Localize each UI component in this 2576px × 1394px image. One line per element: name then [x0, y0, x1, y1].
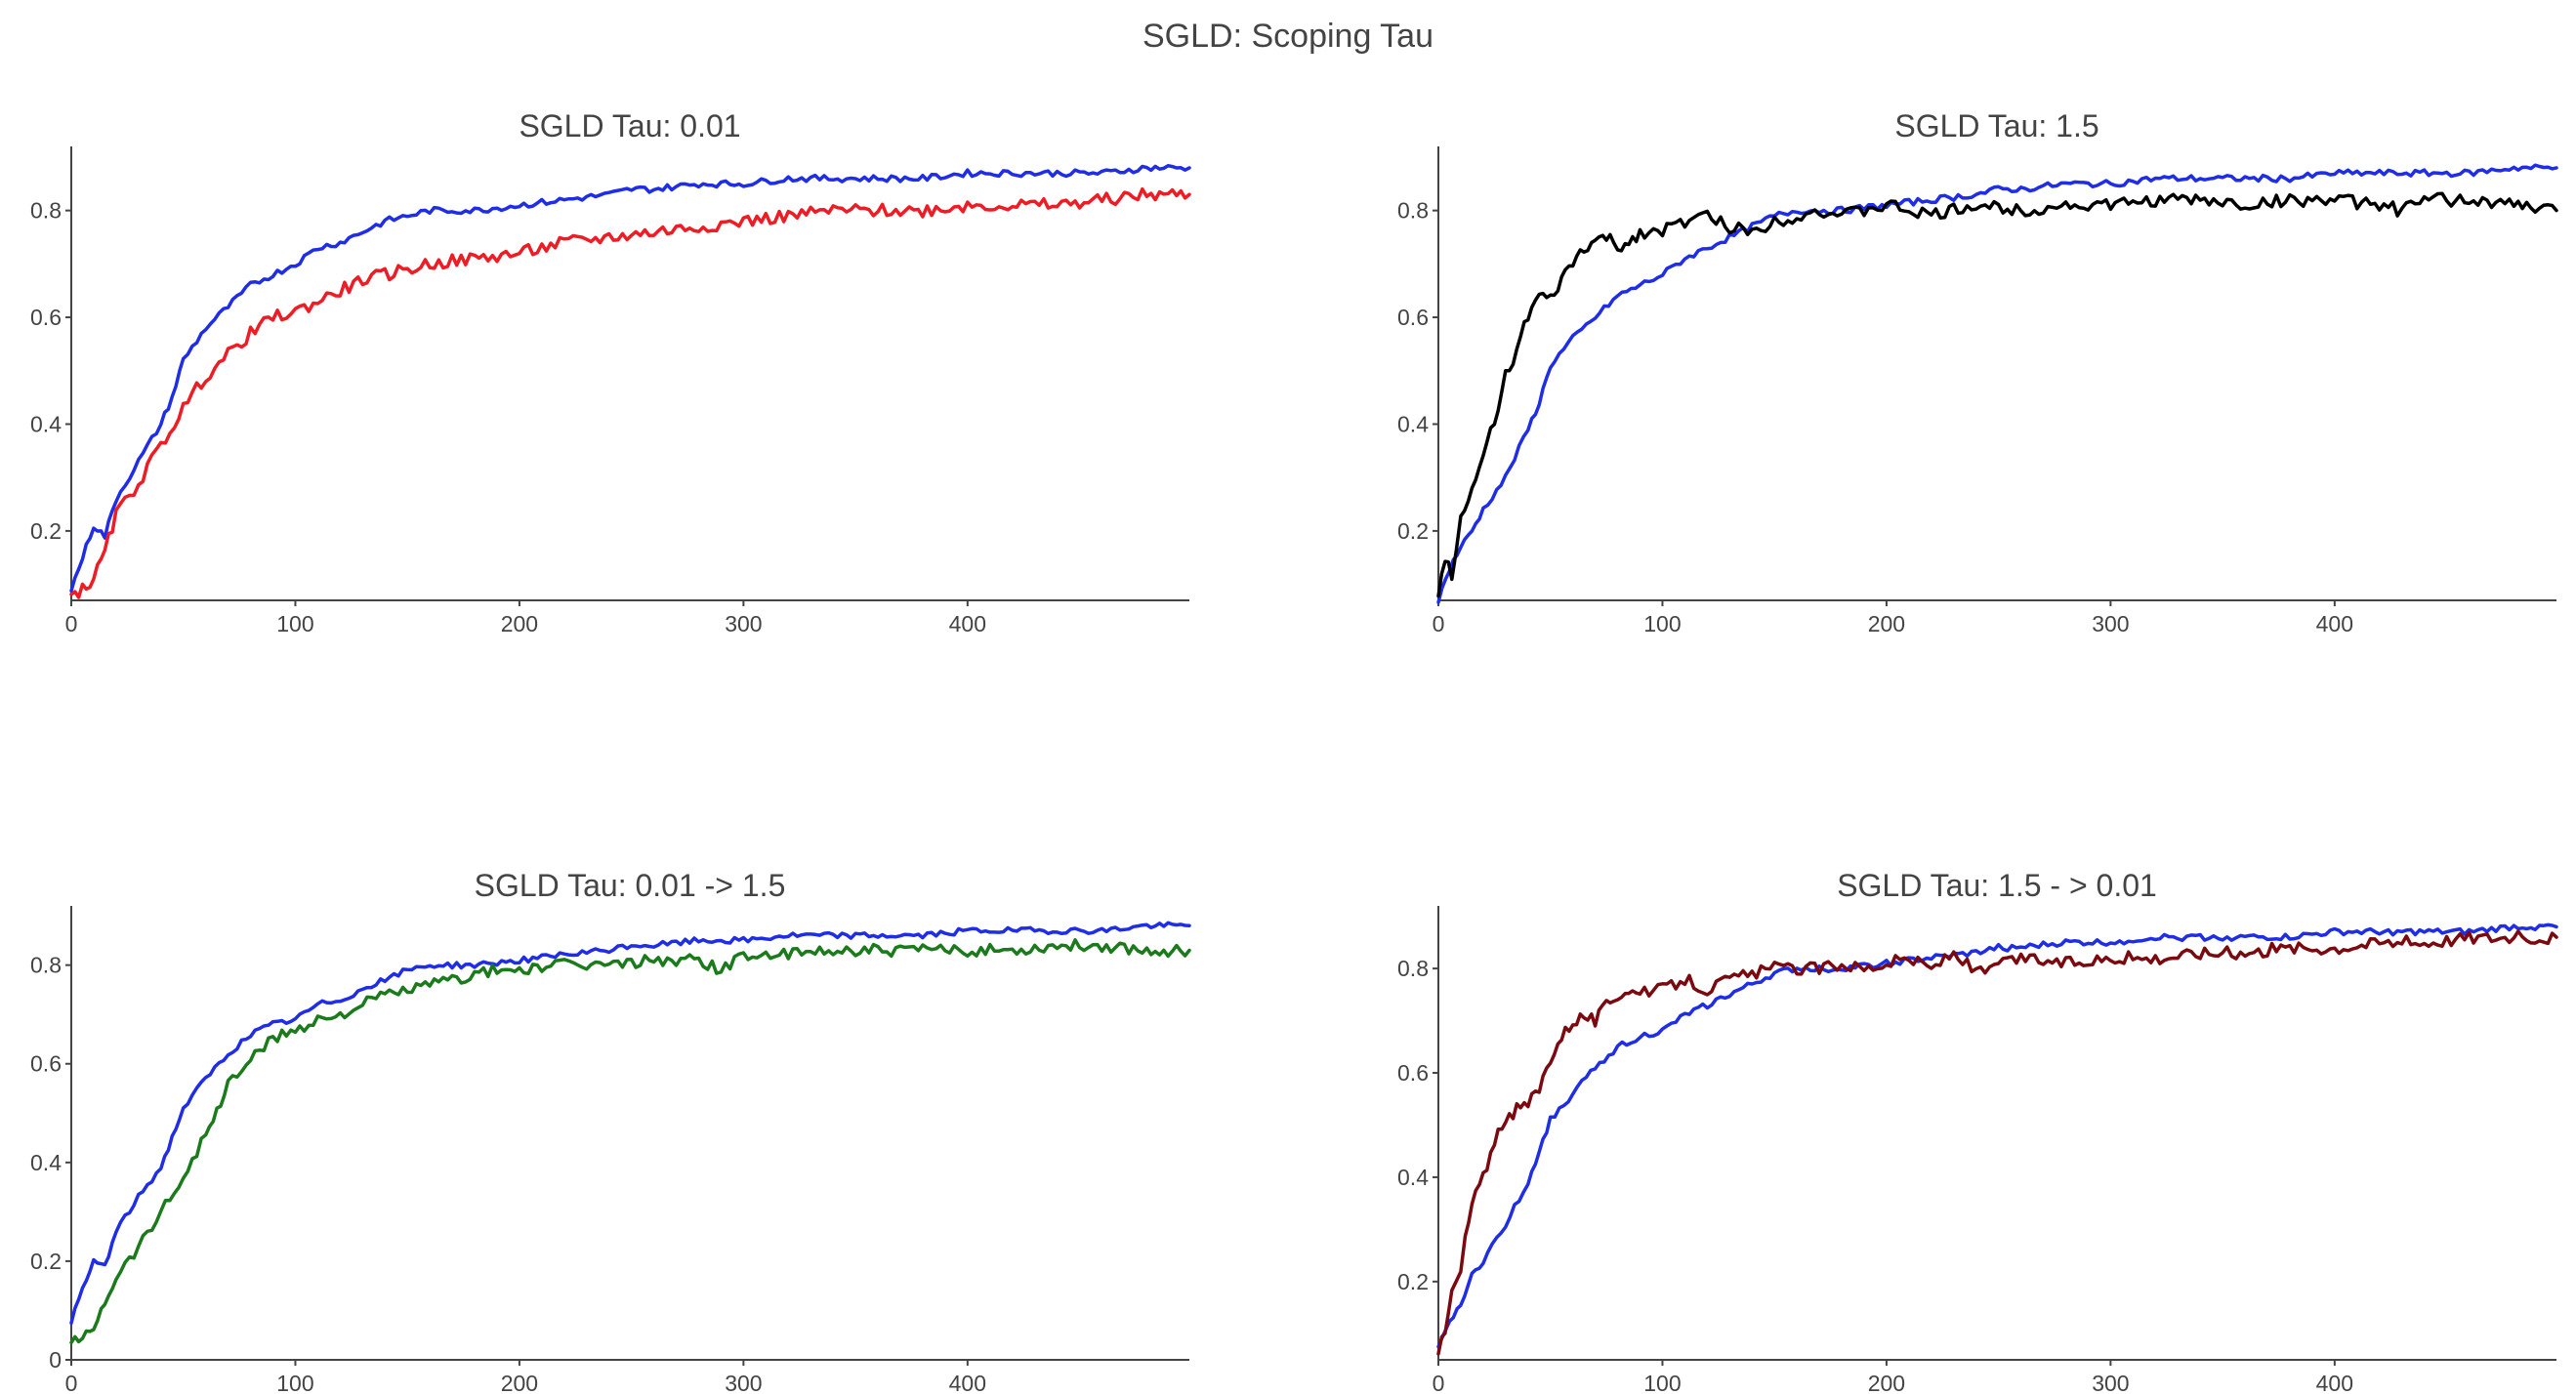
x-tick-label: 300	[725, 611, 762, 636]
x-tick-label: 100	[1643, 611, 1681, 636]
y-tick-label: 0.6	[1397, 1060, 1429, 1086]
x-tick-label: 0	[1433, 1371, 1445, 1394]
x-tick-label: 300	[2092, 1371, 2129, 1394]
y-tick-label: 0.8	[1397, 198, 1429, 224]
y-tick-label: 0.4	[30, 1150, 62, 1175]
series-line	[69, 938, 1191, 1345]
subplot-2: SGLD Tau: 1.5 0 100 200 300 400 0.2 0.4 0.6 0.8	[1397, 108, 2558, 636]
y-tick-label: 0.6	[30, 1051, 62, 1077]
series-line	[1436, 163, 2558, 604]
x-tick-label: 400	[2316, 1371, 2353, 1394]
y-tick-label: 0.2	[1397, 1269, 1429, 1294]
x-tick-label: 200	[1868, 611, 1905, 636]
x-tick-label: 0	[65, 1371, 78, 1394]
y-tick-label: 0.4	[1397, 1165, 1429, 1190]
plot-area: 0 100 200 300 400 0 0.2 0.4 0.6 0.8	[30, 906, 1191, 1394]
x-tick-label: 200	[501, 611, 538, 636]
x-tick-label: 200	[501, 1371, 538, 1394]
y-tick-label: 0.2	[30, 518, 62, 544]
x-tick-label: 300	[2092, 611, 2129, 636]
y-tick-label: 0.8	[1397, 956, 1429, 981]
x-tick-label: 100	[276, 611, 313, 636]
y-tick-label: 0.6	[1397, 305, 1429, 330]
plot-area: 0 100 200 300 400 0.2 0.4 0.6 0.8	[30, 146, 1191, 636]
x-tick-label: 0	[1433, 611, 1445, 636]
x-tick-label: 0	[65, 611, 78, 636]
subplot-title: SGLD Tau: 0.01	[519, 108, 740, 144]
series-line	[69, 921, 1191, 1326]
y-tick-label: 0.8	[30, 198, 62, 224]
x-tick-label: 400	[2316, 611, 2353, 636]
series-line	[1436, 922, 2558, 1349]
figure-title: SGLD: Scoping Tau	[1143, 18, 1433, 55]
y-tick-label: 0.2	[1397, 518, 1429, 544]
x-tick-label: 100	[1643, 1371, 1681, 1394]
y-tick-label: 0.2	[30, 1249, 62, 1274]
subplot-4: SGLD Tau: 1.5 - > 0.01 0 100 200 300 4000.20…	[1397, 868, 2558, 1394]
series-line	[1436, 929, 2558, 1356]
y-tick-label: 0.8	[30, 953, 62, 978]
x-tick-label: 300	[725, 1371, 762, 1394]
subplot-3: SGLD Tau: 0.01 -> 1.5 0 100 200 300 40000.20…	[30, 868, 1191, 1394]
series-line	[1436, 191, 2558, 598]
subplot-title: SGLD Tau: 0.01 -> 1.5	[475, 868, 786, 903]
plot-area: 0 100 200 300 400 0.2 0.4 0.6 0.8	[1397, 906, 2558, 1394]
x-tick-label: 400	[949, 1371, 986, 1394]
subplot-title: SGLD Tau: 1.5 - > 0.01	[1837, 868, 2157, 903]
x-tick-label: 400	[949, 611, 986, 636]
x-tick-label: 200	[1868, 1371, 1905, 1394]
series-line	[69, 186, 1191, 599]
subplot-title: SGLD Tau: 1.5	[1894, 108, 2098, 144]
y-tick-label: 0.4	[1397, 411, 1429, 436]
x-tick-label: 100	[276, 1371, 313, 1394]
y-tick-label: 0.6	[30, 305, 62, 330]
plot-area: 0 100 200 300 400 0.2 0.4 0.6 0.8	[1397, 146, 2558, 636]
subplot-1: SGLD Tau: 0.01 0 100 200 300 400 0.2 0.4 0.6 0.8	[30, 108, 1191, 636]
y-tick-label: 0.4	[30, 411, 62, 436]
series-line	[69, 163, 1191, 594]
y-tick-label: 0	[49, 1347, 62, 1373]
